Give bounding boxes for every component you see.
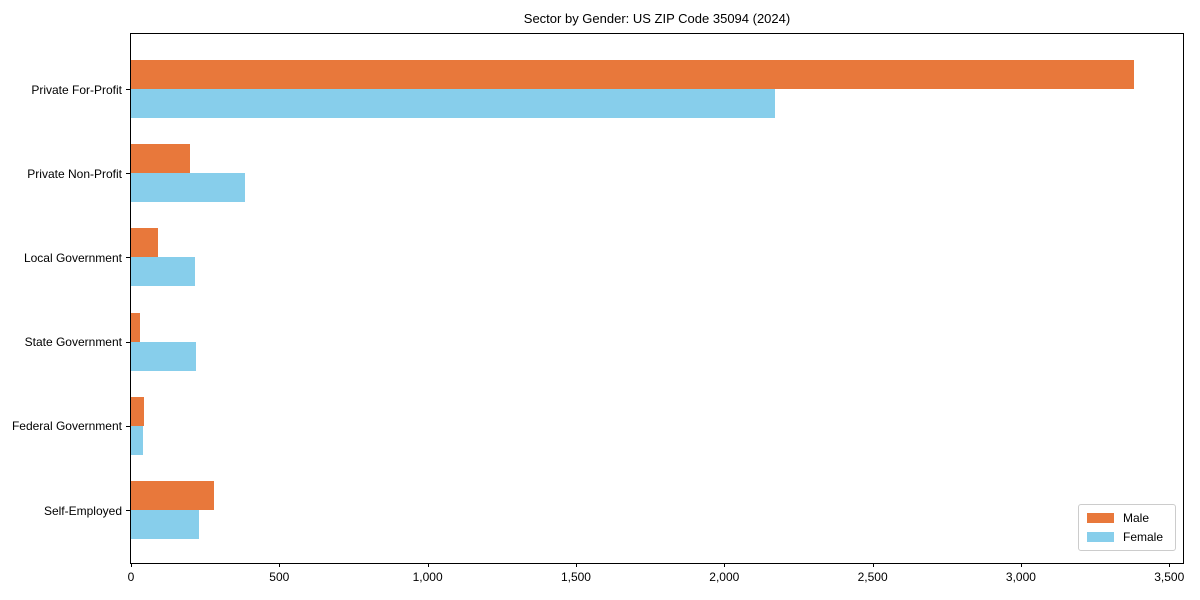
bar	[131, 228, 158, 258]
x-tick-label: 1,500	[560, 570, 591, 584]
y-category-label: Private For-Profit	[31, 82, 122, 97]
x-tick-mark	[427, 563, 429, 567]
y-tick-mark	[126, 89, 131, 90]
x-tick-mark	[724, 563, 726, 567]
y-category-label: Private Non-Profit	[27, 166, 122, 181]
bar	[131, 341, 197, 371]
x-tick-label: 1,000	[412, 570, 443, 584]
bar	[131, 144, 191, 174]
bar	[131, 510, 200, 539]
x-tick-mark	[575, 563, 577, 567]
y-tick-mark	[126, 510, 131, 511]
chart-title: Sector by Gender: US ZIP Code 35094 (202…	[523, 11, 791, 26]
y-category-label: State Government	[24, 335, 122, 350]
legend-swatch	[1086, 532, 1114, 542]
y-tick-mark	[126, 425, 131, 427]
bar	[131, 257, 195, 287]
x-tick-mark	[872, 563, 874, 567]
x-tick-label: 0	[127, 570, 135, 584]
x-tick-label: 2,000	[709, 570, 740, 584]
x-tick-mark	[1020, 563, 1022, 567]
bar	[131, 481, 215, 510]
y-tick-mark	[126, 341, 131, 343]
y-category-label: Federal Government	[11, 419, 122, 434]
legend-label: Male	[1122, 511, 1149, 525]
x-tick-label: 500	[269, 570, 290, 584]
y-category-label: Self-Employed	[43, 503, 122, 518]
x-tick-mark	[1169, 563, 1171, 567]
bar	[131, 396, 145, 426]
legend-swatch	[1086, 513, 1114, 523]
legend-item: Female	[1086, 530, 1163, 544]
y-tick-mark	[126, 173, 131, 175]
bar	[131, 60, 1134, 89]
legend-label: Female	[1122, 530, 1163, 544]
x-tick-mark	[131, 563, 132, 567]
bar	[131, 89, 775, 118]
x-tick-mark	[279, 563, 281, 567]
x-tick-label: 2,500	[857, 570, 888, 584]
bar	[131, 173, 246, 203]
x-tick-label: 3,500	[1154, 570, 1185, 584]
bar	[131, 425, 143, 455]
bar	[131, 312, 140, 342]
y-category-label: Local Government	[23, 250, 122, 265]
x-tick-label: 3,000	[1005, 570, 1036, 584]
plot-area: Private For-Profit Private Non-Profit Loca…	[12, 33, 1184, 584]
legend: Male Female	[1077, 504, 1176, 551]
y-tick-mark	[126, 257, 131, 259]
legend-item: Male	[1086, 511, 1163, 525]
